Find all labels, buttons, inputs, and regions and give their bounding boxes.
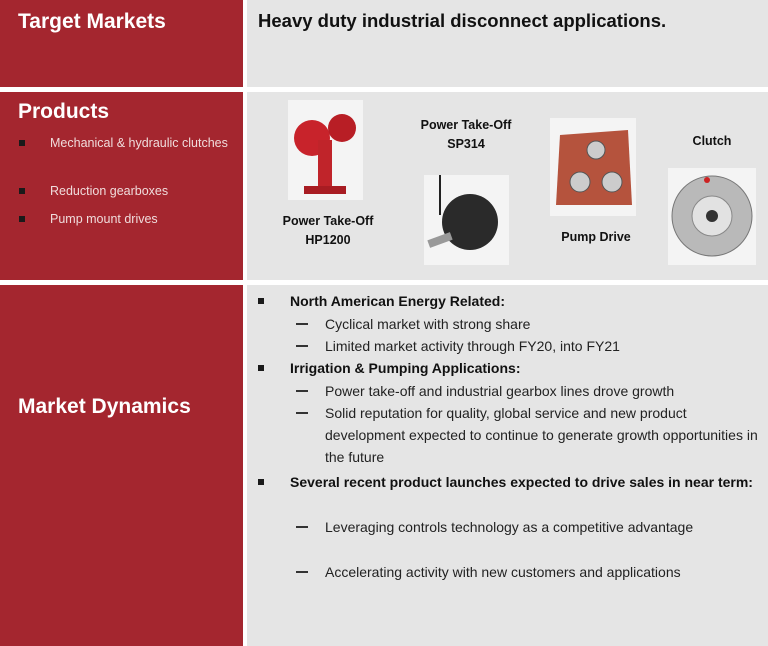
row-title: Target Markets bbox=[18, 10, 166, 33]
label-line: SP314 bbox=[447, 137, 485, 151]
dash bbox=[296, 323, 308, 325]
bullet-square bbox=[19, 216, 25, 222]
dynamics-sub: Cyclical market with strong share bbox=[325, 316, 531, 332]
bullet-square bbox=[258, 479, 264, 485]
bullet-square bbox=[19, 140, 25, 146]
hp1200-image bbox=[288, 100, 363, 200]
dynamics-bullet: Several recent product launches expected… bbox=[290, 474, 753, 490]
label-line: Power Take-Off bbox=[420, 118, 512, 132]
dash bbox=[296, 571, 308, 573]
dynamics-sub: Solid reputation for quality, global ser… bbox=[325, 405, 758, 465]
dash bbox=[296, 412, 308, 414]
product-bullet: Reduction gearboxes bbox=[50, 184, 169, 198]
dynamics-bullet: North American Energy Related: bbox=[290, 293, 505, 309]
bullet-square bbox=[258, 298, 264, 304]
dynamics-bullet: Irrigation & Pumping Applications: bbox=[290, 360, 521, 376]
dash bbox=[296, 526, 308, 528]
pump-drive-image bbox=[550, 118, 636, 216]
product-bullet: Pump mount drives bbox=[50, 212, 158, 226]
label-line: HP1200 bbox=[305, 233, 351, 247]
product-label: Clutch bbox=[652, 132, 768, 151]
dynamics-sub: Leveraging controls technology as a comp… bbox=[325, 519, 694, 535]
product-label: Power Take-Off HP1200 bbox=[268, 212, 388, 250]
dynamics-sub: Limited market activity through FY20, in… bbox=[325, 338, 620, 354]
sp314-image bbox=[424, 175, 509, 265]
clutch-image bbox=[668, 168, 756, 265]
dash bbox=[296, 345, 308, 347]
row-bg bbox=[247, 285, 768, 646]
row-label-bg bbox=[0, 92, 243, 280]
dash bbox=[296, 390, 308, 392]
row-bg bbox=[247, 0, 768, 87]
row-label-bg bbox=[0, 0, 243, 87]
product-label: Power Take-Off SP314 bbox=[406, 116, 526, 154]
row-title: Market Dynamics bbox=[18, 395, 191, 418]
label-line: Power Take-Off bbox=[282, 214, 374, 228]
bullet-square bbox=[258, 365, 264, 371]
product-label: Pump Drive bbox=[536, 228, 656, 247]
product-bullet: Mechanical & hydraulic clutches bbox=[50, 136, 228, 150]
bullet-square bbox=[19, 188, 25, 194]
dynamics-sub: Accelerating activity with new customers… bbox=[325, 564, 681, 580]
label-line: Clutch bbox=[692, 134, 732, 148]
row-title: Products bbox=[18, 100, 110, 123]
label-line: Pump Drive bbox=[561, 230, 631, 244]
row-label-bg bbox=[0, 285, 243, 646]
dynamics-sub: Power take-off and industrial gearbox li… bbox=[325, 383, 675, 399]
target-text: Heavy duty industrial disconnect applica… bbox=[258, 10, 667, 31]
